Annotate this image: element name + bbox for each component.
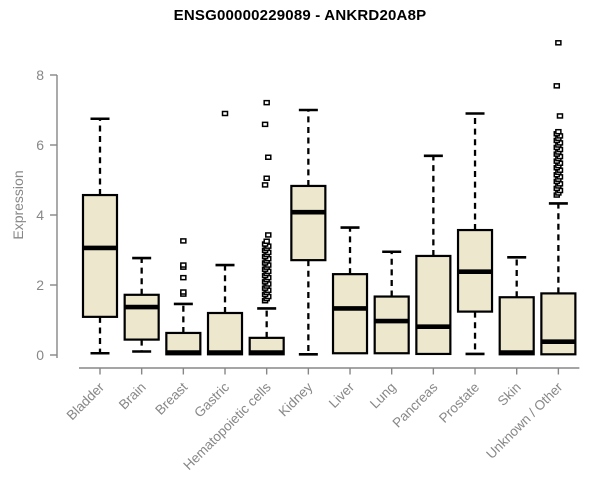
outlier-point-unknown-other: [553, 83, 561, 89]
x-tick-label: Kidney: [276, 379, 316, 419]
x-tick-label: Liver: [326, 379, 358, 411]
box-brain: [123, 293, 160, 341]
x-tick-label: Unknown / Other: [483, 379, 566, 462]
outlier-point-unknown-other: [556, 113, 564, 119]
outlier-point-breast: [180, 262, 187, 268]
y-tick-label: 6: [36, 137, 44, 153]
x-tick-label: Pancreas: [390, 379, 441, 430]
x-tick-label: Bladder: [64, 379, 108, 423]
x-tick-label: Skin: [495, 380, 524, 409]
outlier-point-gastric: [221, 110, 229, 117]
box-skin: [498, 296, 535, 356]
x-tick-label: Prostate: [436, 380, 482, 426]
box-kidney: [290, 184, 327, 262]
box-unknown-other: [540, 292, 577, 356]
y-tick-label: 4: [36, 207, 44, 223]
outlier-point-hematopoietic-cells: [263, 238, 270, 244]
box-liver: [331, 273, 369, 355]
outlier-point-hematopoietic-cells: [261, 121, 269, 128]
box-bladder: [81, 193, 119, 318]
outlier-point-hematopoietic-cells: [261, 182, 269, 188]
box-lung: [373, 295, 410, 355]
outlier-point-unknown-other: [555, 128, 562, 135]
chart-title: ENSG00000229089 - ANKRD20A8P: [173, 7, 427, 24]
x-tick-label: Breast: [152, 379, 190, 417]
outlier-point-hematopoietic-cells: [263, 99, 270, 106]
outlier-point-breast: [180, 274, 187, 281]
outlier-point-hematopoietic-cells: [265, 232, 272, 238]
x-tick-label: Brain: [116, 380, 149, 413]
x-tick-label: Lung: [367, 380, 399, 412]
outlier-point-unknown-other: [555, 40, 562, 46]
box-gastric: [206, 311, 244, 356]
outlier-point-hematopoietic-cells: [263, 175, 270, 181]
y-tick-label: 2: [36, 277, 44, 293]
outlier-point-breast: [180, 289, 187, 295]
y-tick-label: 8: [36, 67, 44, 83]
outlier-point-hematopoietic-cells: [265, 154, 272, 160]
x-tick-label: Gastric: [191, 379, 232, 420]
box-pancreas: [415, 254, 452, 356]
outlier-point-breast: [180, 238, 187, 244]
y-tick-label: 0: [36, 347, 44, 363]
